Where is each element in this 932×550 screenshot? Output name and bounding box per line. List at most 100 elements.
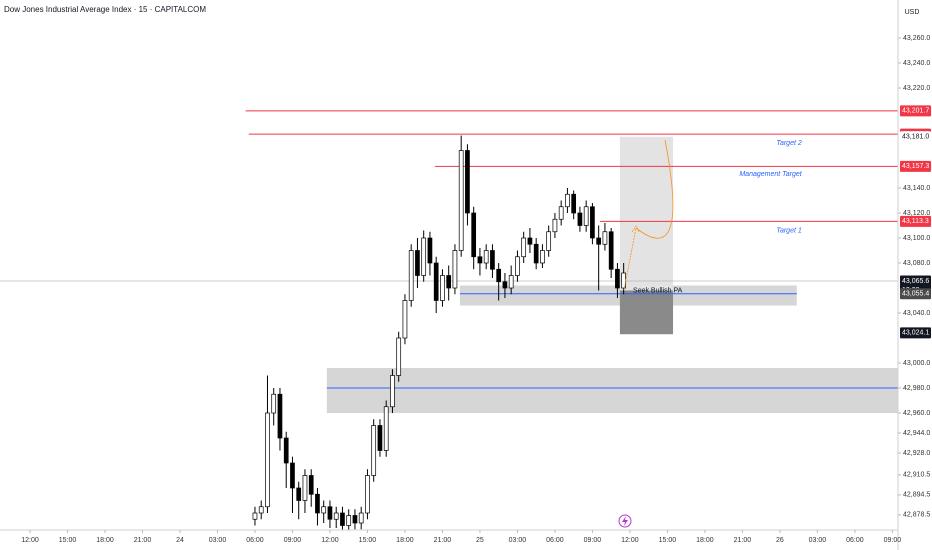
- price-label-box: [900, 327, 931, 339]
- candle-body: [602, 231, 608, 245]
- event-icon: [618, 514, 632, 528]
- candle-body: [371, 425, 377, 476]
- x-tick-label: 21:00: [134, 537, 152, 544]
- price-label: 43,065.6: [902, 278, 929, 285]
- candle-body: [608, 231, 614, 270]
- candle-body: [321, 506, 327, 514]
- price-label: 43,181.0: [902, 134, 929, 141]
- candle-body: [252, 512, 258, 520]
- x-tick-label: 09:00: [584, 537, 602, 544]
- candle-body: [302, 475, 308, 501]
- annotation: Target 2: [776, 140, 802, 147]
- y-tick-label: 42,894.5: [903, 492, 930, 499]
- y-tick-label: 43,000.0: [903, 360, 930, 367]
- x-tick-label: 25: [476, 537, 484, 544]
- candle-body: [465, 150, 470, 214]
- candle-body: [408, 250, 414, 301]
- annotation: Seek Bullish PA: [633, 287, 683, 294]
- x-tick-label: 06:00: [246, 537, 264, 544]
- candle-body: [540, 250, 545, 264]
- y-tick-label: 42,944.0: [903, 430, 930, 437]
- projection-arrow: [623, 225, 640, 291]
- candle-body: [308, 475, 314, 495]
- candle-body: [340, 512, 345, 526]
- candle-body: [615, 268, 620, 289]
- candle-body: [258, 506, 264, 514]
- y-tick-label: 43,140.0: [903, 185, 930, 192]
- y-tick-label: 43,260.0: [903, 35, 930, 42]
- candle-body: [440, 275, 445, 301]
- x-tick-label: 09:00: [284, 537, 302, 544]
- candle-body: [446, 275, 452, 289]
- candle-body: [483, 250, 489, 264]
- price-label: 43,055.4: [902, 291, 929, 298]
- candle-body: [552, 218, 558, 233]
- candle-body: [590, 206, 595, 239]
- x-tick-label: 21:00: [434, 537, 452, 544]
- y-tick-label: 43,240.0: [903, 60, 930, 67]
- candle-body: [421, 237, 427, 276]
- x-tick-label: 12:00: [321, 537, 339, 544]
- y-tick-label: 43,100.0: [903, 235, 930, 242]
- candle-body: [527, 237, 533, 245]
- zone: [619, 136, 674, 291]
- annotation: Target 1: [776, 227, 802, 234]
- candle-body: [265, 412, 270, 508]
- x-tick-label: 18:00: [396, 537, 414, 544]
- candle-body: [383, 406, 389, 451]
- candle-body: [315, 493, 320, 514]
- y-tick-label: 43,120.0: [903, 210, 930, 217]
- annotation: Management Target: [739, 171, 802, 178]
- candle-body: [290, 462, 295, 489]
- x-tick-label: 26: [776, 537, 784, 544]
- projection-curve: [635, 139, 674, 239]
- x-tick-label: 15:00: [359, 537, 377, 544]
- x-tick-label: 03:00: [509, 537, 527, 544]
- candle-body: [596, 237, 602, 245]
- candle-body: [490, 250, 495, 270]
- x-tick-label: 12:00: [21, 537, 39, 544]
- candle-body: [502, 281, 508, 289]
- zone: [326, 368, 899, 413]
- price-label-box: [900, 288, 931, 300]
- candle-body: [390, 375, 395, 408]
- price-label-box: [900, 215, 931, 227]
- candle-body: [583, 206, 589, 226]
- candle-body: [333, 512, 339, 520]
- x-tick-label: 03:00: [809, 537, 827, 544]
- price-label: 43,157.3: [902, 163, 929, 170]
- y-tick-label: 42,878.5: [903, 512, 930, 519]
- candle-body: [546, 231, 552, 251]
- price-label: 43,113.3: [902, 218, 929, 225]
- currency: USD: [905, 9, 920, 16]
- candle-body: [346, 515, 352, 526]
- candle-body: [402, 300, 408, 339]
- candle-body: [477, 256, 483, 264]
- candle-body: [377, 425, 383, 451]
- price-label-box: [900, 105, 931, 117]
- price-label-box: [900, 160, 931, 172]
- candle-body: [521, 237, 527, 258]
- candle-body: [577, 212, 583, 226]
- y-tick-label: 43,220.0: [903, 85, 930, 92]
- candle-body: [515, 256, 520, 276]
- candle-body: [271, 393, 277, 414]
- x-tick-label: 03:00: [209, 537, 227, 544]
- chart-title: Dow Jones Industrial Average Index · 15 …: [4, 5, 206, 14]
- candle-body: [427, 237, 433, 264]
- x-tick-label: 18:00: [696, 537, 714, 544]
- price-label: 43,201.7: [902, 108, 929, 115]
- y-tick-label: 42,980.0: [903, 385, 930, 392]
- candle-body: [496, 268, 502, 283]
- candle-body: [471, 212, 477, 258]
- y-tick-label: 42,928.0: [903, 450, 930, 457]
- x-tick-label: 09:00: [884, 537, 902, 544]
- x-tick-label: 21:00: [734, 537, 752, 544]
- x-tick-label: 15:00: [59, 537, 77, 544]
- candle-body: [365, 475, 370, 514]
- candle-body: [352, 515, 358, 524]
- candle-body: [533, 243, 539, 264]
- price-label: 43,024.1: [902, 330, 929, 337]
